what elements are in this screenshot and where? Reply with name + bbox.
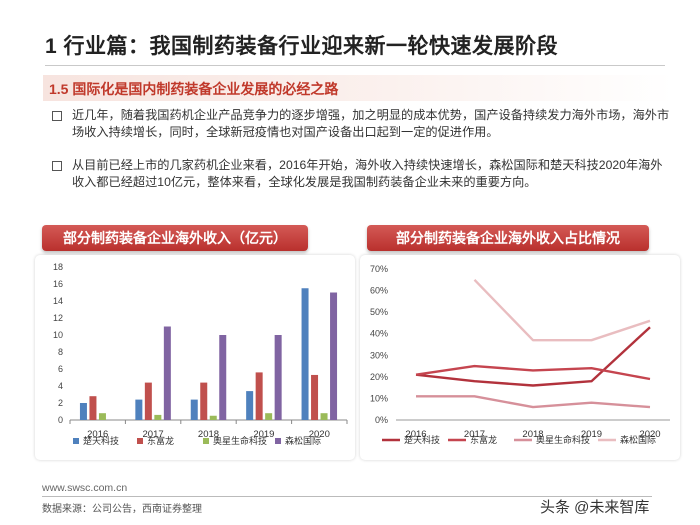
bar [301,288,309,420]
bar [89,396,97,420]
x-tick-label: 2017 [143,429,164,440]
bar [135,399,143,420]
bullet-square-icon [52,111,62,121]
bar-chart: 0 2 4 6 8 10 12 14 16 18 2016 2017 2018 2019 2020 楚天科技 东… [53,262,348,446]
bar [311,374,319,420]
bar [163,326,171,420]
page-title: 1 行业篇：我国制药装备行业迎来新一轮快速发展阶段 [45,35,559,58]
footer-url: www.swsc.com.cn [42,482,128,494]
y-tick-label: 30% [370,350,388,360]
legend-swatch [275,438,281,444]
bar [219,335,227,420]
legend-label: 楚天科技 [404,434,440,445]
bullet-text: 从目前已经上市的几家药机企业来看，2016年开始，海外收入持续快速增长，森松国际… [72,158,663,189]
bar [79,403,87,420]
y-tick-label: 4 [58,381,63,391]
bar [144,382,152,420]
bullet-square-icon [52,161,62,171]
y-tick-label: 14 [53,296,63,306]
legend-label: 东富龙 [470,434,497,445]
bar [274,335,282,420]
bar-chart-title: 部分制药装备企业海外收入（亿元） [42,225,308,251]
x-tick-label: 2019 [253,429,274,440]
y-tick-label: 16 [53,279,63,289]
bar [154,414,162,420]
bar [265,413,273,420]
line-chart: 0% 10% 20% 30% 40% 50% 60% 70% 2016 2017 2018 2019 2… [370,264,670,445]
y-tick-label: 0% [375,415,388,425]
x-tick-label: 2018 [198,429,219,440]
bar [330,292,338,420]
watermark: 头条 @未来智库 [540,499,650,516]
footer-source: 数据来源：公司公告，西南证券整理 [42,504,202,515]
legend-label: 森松国际 [620,434,656,445]
bar [246,391,254,420]
title-divider [45,65,665,66]
bar [98,413,106,420]
y-tick-label: 70% [370,264,388,274]
y-tick-label: 6 [58,364,63,374]
x-tick-label: 2020 [309,429,330,440]
y-tick-label: 8 [58,347,63,357]
bar [200,382,208,420]
subheading-text: 1.5 国际化是国内制药装备企业发展的必经之路 [49,81,339,97]
y-tick-label: 10 [53,330,63,340]
bar [320,413,328,420]
legend-swatch [203,438,209,444]
x-tick-label: 2018 [522,429,543,440]
section-subheading: 1.5 国际化是国内制药装备企业发展的必经之路 [43,75,673,101]
y-tick-label: 12 [53,313,63,323]
legend-swatch [137,438,143,444]
footer-divider [42,496,652,497]
y-tick-label: 60% [370,286,388,296]
legend-label: 东富龙 [147,435,174,446]
x-tick-label: 2016 [87,429,108,440]
y-tick-label: 50% [370,307,388,317]
series-line [416,395,651,409]
bullet-item: 从目前已经上市的几家药机企业来看，2016年开始，海外收入持续快速增长，森松国际… [52,157,672,191]
bullet-item: 近几年，随着我国药机企业产品竞争力的逐步增强，加之明显的成本优势，国产设备持续发… [52,107,672,141]
legend-label: 奥星生命科技 [536,434,590,445]
bar [255,372,263,420]
legend-label: 楚天科技 [83,435,119,446]
series-line [415,364,651,381]
bar [209,415,217,420]
legend-swatch [73,438,79,444]
bar [190,399,198,420]
line-chart-title: 部分制药装备企业海外收入占比情况 [367,225,649,251]
legend-label: 森松国际 [285,435,321,446]
bar-chart-panel: 0 2 4 6 8 10 12 14 16 18 2016 2017 2018 2019 2020 楚天科技 东… [35,255,355,460]
y-tick-label: 0 [58,415,63,425]
x-tick-label: 2019 [581,429,602,440]
x-tick-label: 2020 [639,429,660,440]
x-tick-label: 2017 [464,429,485,440]
y-tick-label: 10% [370,393,388,403]
bullet-text: 近几年，随着我国药机企业产品竞争力的逐步增强，加之明显的成本优势，国产设备持续发… [72,108,670,139]
line-chart-panel: 0% 10% 20% 30% 40% 50% 60% 70% 2016 2017 2018 2019 2… [360,255,680,460]
series-line [473,278,651,342]
legend-label: 奥星生命科技 [213,435,267,446]
y-tick-label: 40% [370,329,388,339]
x-tick-label: 2016 [405,429,426,440]
series-line [415,326,651,387]
y-tick-label: 18 [53,262,63,272]
y-tick-label: 2 [58,398,63,408]
y-tick-label: 20% [370,372,388,382]
